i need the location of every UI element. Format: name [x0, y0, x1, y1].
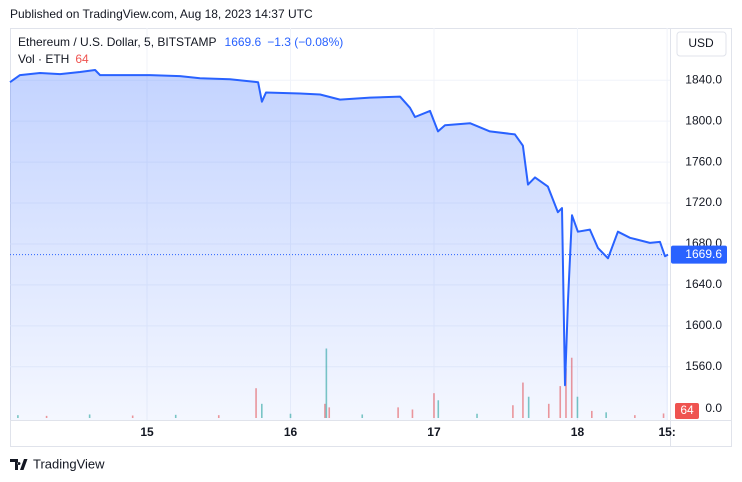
- y-tick-label: 1720.0: [685, 195, 722, 209]
- x-tick-label: 18: [571, 425, 585, 439]
- currency-button[interactable]: [676, 31, 727, 57]
- y-tick-label: 1760.0: [685, 154, 722, 168]
- volume-tag-label: 64: [680, 403, 694, 417]
- volume-tick-label: 0.0: [705, 401, 722, 415]
- x-tick-label: 15: [140, 425, 154, 439]
- brand: TradingView: [33, 456, 105, 471]
- header-change: −1.3 (−0.08%): [267, 35, 343, 49]
- y-tick-label: 1640.0: [685, 277, 722, 291]
- area-fill: [10, 70, 668, 420]
- volume-legend-value: 64: [75, 52, 89, 66]
- y-tick-label: 1600.0: [685, 318, 722, 332]
- x-tick-label: 17: [427, 425, 441, 439]
- y-tick-label: 1800.0: [685, 113, 722, 127]
- currency-label[interactable]: USD: [688, 36, 714, 50]
- y-tick-label: 1840.0: [685, 72, 722, 86]
- logo: [10, 459, 28, 470]
- y-tick-label: 1560.0: [685, 359, 722, 373]
- symbol-title: Ethereum / U.S. Dollar, 5, BITSTAMP: [18, 35, 217, 49]
- last-price-label: 1669.6: [685, 247, 722, 261]
- x-tick-label: 15:: [658, 425, 675, 439]
- volume-tag: [675, 403, 699, 419]
- last-price-tag: [671, 245, 727, 264]
- header-price: 1669.6: [225, 35, 262, 49]
- x-tick-label: 16: [284, 425, 298, 439]
- published-text: Published on TradingView.com, Aug 18, 20…: [10, 7, 313, 21]
- price-line: [9, 69, 669, 387]
- volume-legend: Vol · ETH: [18, 52, 69, 66]
